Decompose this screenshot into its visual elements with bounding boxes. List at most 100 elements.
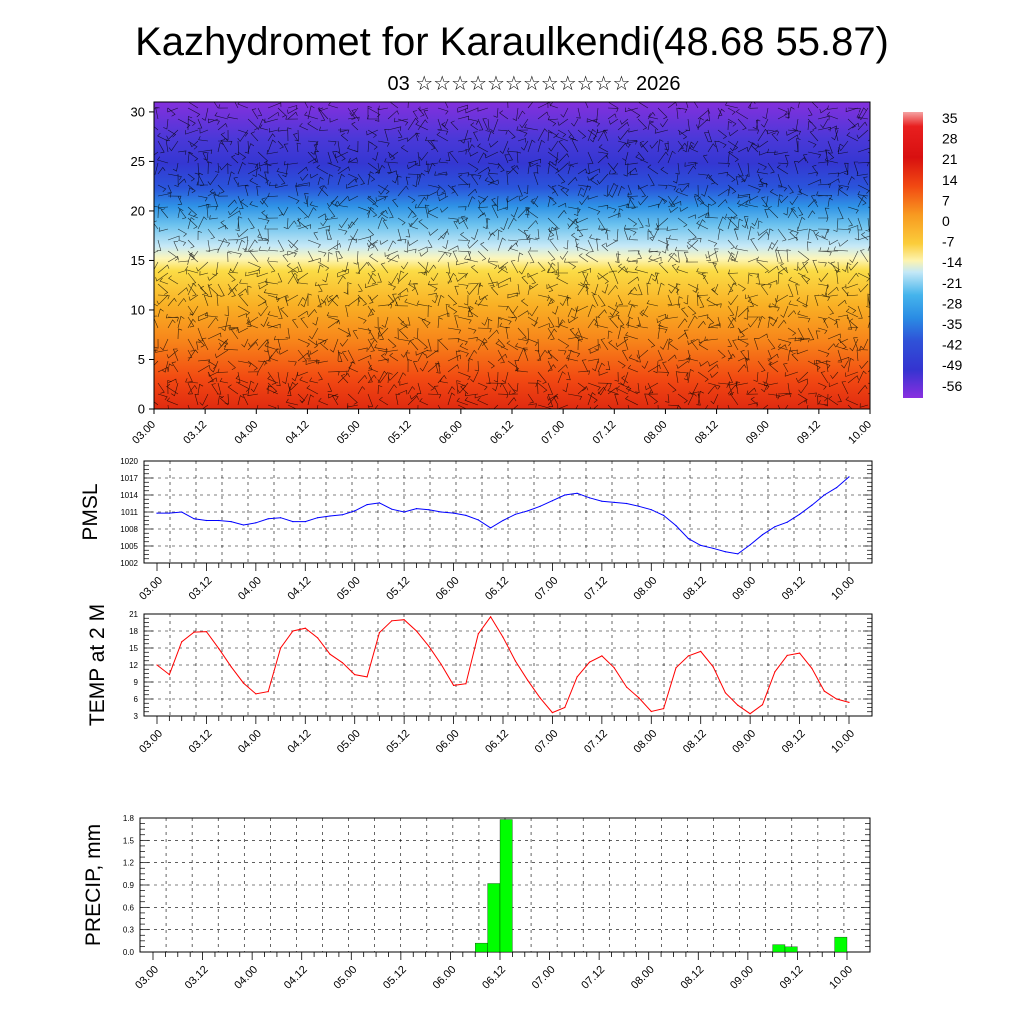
pmsl-point	[230, 521, 232, 523]
pmsl-x-tick-label: 04.00	[236, 575, 264, 603]
temp-point	[737, 704, 739, 706]
cross-x-tick-label: 04.00	[232, 419, 260, 447]
pmsl-point	[267, 518, 269, 520]
precip-x-tick-label: 09.12	[778, 964, 806, 992]
temp-point	[823, 690, 825, 692]
pmsl-point	[799, 513, 801, 515]
temp-point	[626, 686, 628, 688]
pmsl-point	[601, 500, 603, 502]
pmsl-point	[477, 519, 479, 521]
temp-point	[391, 620, 393, 622]
temp-x-tick-label: 06.00	[434, 728, 462, 756]
temp-point	[601, 655, 603, 657]
pmsl-x-tick-label: 03.00	[137, 575, 165, 603]
temp-y-tick-label: 21	[129, 610, 138, 619]
temp-point	[724, 692, 727, 694]
precip-y-tick-label: 0.9	[123, 881, 135, 890]
temperature-colorbar: 35 28 21 14 7 0 -7 -14 -21 -28 -35 -42 -49 -56	[903, 110, 962, 398]
temp-point	[378, 632, 380, 634]
precip-y-tick-label: 0.6	[123, 903, 135, 912]
temp-y-tick-label: 12	[129, 661, 138, 670]
temp-y-tick-label: 18	[129, 627, 138, 636]
temp-point	[477, 633, 479, 635]
temp-point	[749, 713, 751, 715]
pmsl-point	[761, 534, 764, 536]
temp-point	[168, 674, 170, 676]
pmsl-point	[378, 502, 380, 504]
temp-x-tick-label: 09.00	[730, 728, 758, 756]
colorbar-label: -28	[942, 295, 962, 311]
pmsl-point	[687, 538, 690, 540]
temp-point	[465, 683, 467, 685]
pmsl-point	[588, 497, 591, 499]
cross-section-field	[154, 102, 870, 409]
temp-point	[848, 701, 850, 704]
temp-point	[613, 667, 615, 669]
temp-point	[564, 706, 566, 709]
pmsl-point	[749, 544, 751, 546]
pmsl-point	[638, 505, 640, 507]
precip-x-tick-label: 08.12	[678, 964, 706, 992]
colorbar-label: -14	[942, 254, 962, 270]
pmsl-y-tick-label: 1014	[120, 491, 138, 500]
colorbar-label: 28	[942, 131, 958, 147]
temp-point	[761, 704, 764, 706]
temp-point	[502, 636, 504, 638]
temp-point	[700, 650, 702, 653]
pmsl-panel: 1002 1005 1008 1011 1014 1017 1020 03.00 03.12 04…	[79, 457, 873, 603]
temp-x-tick-label: 06.12	[483, 728, 511, 756]
temp-point	[675, 667, 677, 669]
temp-point	[551, 712, 554, 714]
pmsl-x-tick-label: 08.00	[631, 575, 659, 603]
chart-subtitle: 03 ☆☆☆☆☆☆☆☆☆☆☆☆ 2026	[387, 73, 681, 95]
precip-x-tick-label: 03.00	[133, 964, 161, 992]
cross-x-tick-label: 10.00	[846, 419, 874, 447]
cross-x-tick-label: 05.00	[335, 419, 363, 447]
temp-point	[663, 708, 665, 710]
pmsl-x-tick-label: 09.00	[730, 575, 758, 603]
precip-x-tick-label: 06.00	[431, 964, 459, 992]
pmsl-y-tick-label: 1005	[120, 542, 138, 551]
precip-x-tick-label: 10.00	[827, 964, 855, 992]
temp-point	[588, 661, 591, 663]
pmsl-point	[514, 513, 517, 515]
pmsl-x-tick-label: 05.00	[335, 575, 363, 603]
temp-y-tick-label: 6	[134, 695, 139, 704]
pmsl-point	[700, 544, 702, 547]
cross-x-tick-label: 08.12	[693, 419, 721, 447]
pmsl-point	[490, 527, 492, 529]
temp-x-tick-label: 03.00	[137, 728, 165, 756]
temp-point	[317, 637, 319, 639]
temp-x-tick-label: 10.00	[829, 728, 857, 756]
cross-x-tick-label: 09.12	[795, 419, 823, 447]
pmsl-y-tick-label: 1008	[120, 525, 138, 534]
pmsl-point	[391, 508, 393, 510]
temp-panel: 3 6 9 12 15 18 21 03.00 03.12 04.00 04.12 05.00 05.1…	[86, 604, 873, 756]
temp-x-tick-label: 05.00	[335, 728, 363, 756]
precip-bar	[784, 946, 798, 953]
temp-point	[576, 676, 578, 678]
pmsl-x-tick-label: 07.00	[533, 575, 561, 603]
temp-point	[836, 698, 838, 700]
temp-point	[156, 664, 158, 666]
colorbar-label: -35	[942, 316, 962, 332]
cross-x-tick-label: 07.00	[539, 419, 567, 447]
colorbar-label: 35	[942, 110, 958, 126]
pmsl-point	[415, 508, 418, 510]
pmsl-point	[551, 500, 554, 502]
temp-point	[527, 679, 529, 681]
pmsl-ylabel: PMSL	[79, 483, 102, 540]
temp-x-tick-label: 03.12	[187, 728, 215, 756]
cross-x-tick-label: 03.12	[181, 419, 209, 447]
pmsl-y-tick-label: 1011	[121, 508, 139, 517]
temp-y-tick-label: 9	[134, 678, 139, 687]
pmsl-point	[156, 512, 158, 514]
temp-point	[514, 660, 517, 662]
pmsl-point	[304, 521, 306, 523]
precip-x-tick-label: 03.12	[183, 964, 211, 992]
precip-ylabel: PRECIP, mm	[82, 824, 105, 946]
temp-point	[490, 616, 492, 618]
pmsl-point	[626, 502, 628, 505]
temp-ylabel: TEMP at 2 M	[86, 604, 109, 726]
cross-y-tick-label: 30	[131, 104, 145, 119]
